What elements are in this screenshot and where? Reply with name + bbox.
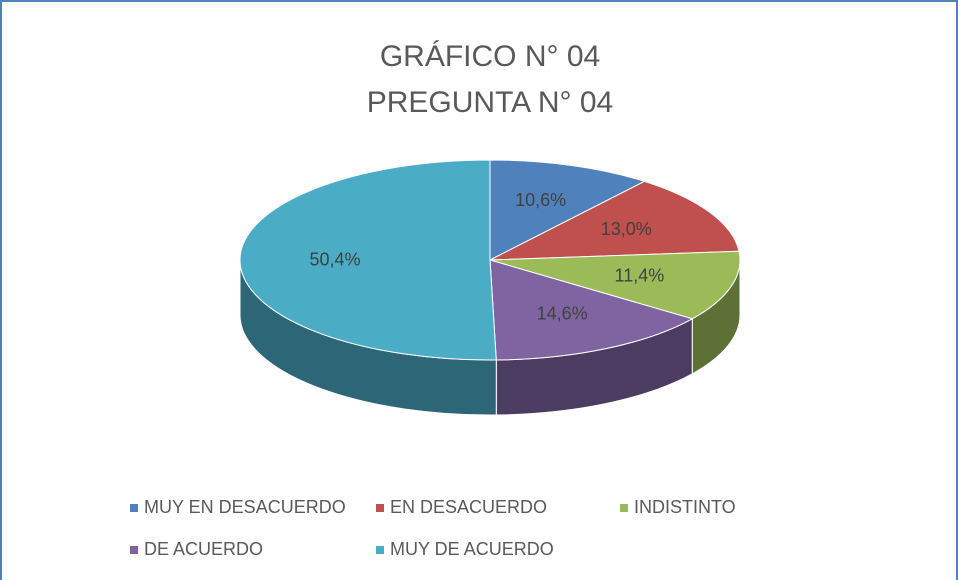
legend-label: MUY EN DESACUERDO: [144, 497, 346, 517]
data-label: 10,6%: [515, 190, 566, 210]
legend-swatch: [376, 504, 384, 512]
data-label: 14,6%: [537, 304, 588, 324]
legend-swatch: [376, 546, 384, 554]
data-label: 11,4%: [615, 265, 665, 285]
legend-label: DE ACUERDO: [144, 539, 263, 559]
data-label: 50,4%: [309, 250, 360, 270]
legend-swatch: [620, 504, 628, 512]
slice: [489, 159, 646, 261]
slice: [239, 159, 497, 361]
slice: [489, 259, 694, 361]
chart-subtitle: PREGUNTA N° 04: [367, 86, 614, 119]
legend-swatch: [130, 546, 138, 554]
legend-swatch: [130, 504, 138, 512]
data-label: 13,0%: [601, 219, 652, 239]
slice: [489, 180, 740, 261]
legend-label: INDISTINTO: [634, 497, 736, 517]
slice: [489, 250, 741, 320]
legend-label: MUY DE ACUERDO: [390, 539, 554, 559]
chart-title: GRÁFICO N° 04: [380, 40, 600, 73]
legend-label: EN DESACUERDO: [390, 497, 547, 517]
